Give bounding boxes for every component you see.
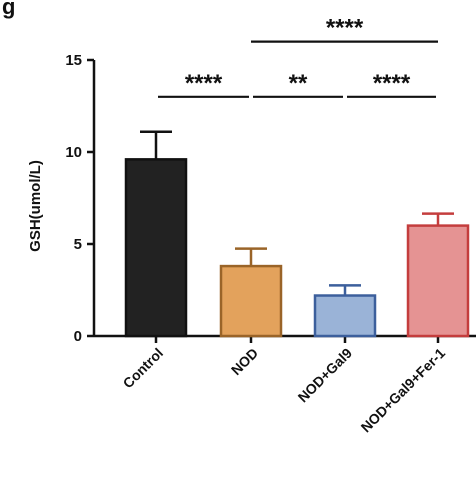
bars [124, 130, 470, 338]
bar-nod [219, 264, 283, 338]
significance-brackets: **** ** ******** [158, 15, 438, 98]
bar-nod-gal9 [313, 294, 377, 338]
bar-nod-gal9-fer-1 [406, 224, 470, 338]
x-tick-label: NOD+Gal9 [295, 345, 356, 406]
y-tick-label: 5 [74, 236, 82, 253]
x-tick-label: NOD [228, 345, 261, 378]
y-tick-label: 0 [74, 328, 82, 345]
significance-label: ** [289, 70, 308, 97]
significance-label: **** [326, 15, 364, 42]
y-tick-label: 15 [65, 52, 82, 69]
bar-control [124, 158, 188, 338]
x-tick-label: Control [120, 345, 167, 392]
panel-letter: g [2, 0, 15, 19]
significance-label: **** [185, 70, 223, 97]
significance-label: **** [373, 70, 411, 97]
x-tick-label: NOD+Gal9+Fer-1 [358, 345, 449, 436]
y-tick-label: 10 [65, 144, 82, 161]
y-axis-label: GSH(umol/L) [27, 160, 44, 252]
